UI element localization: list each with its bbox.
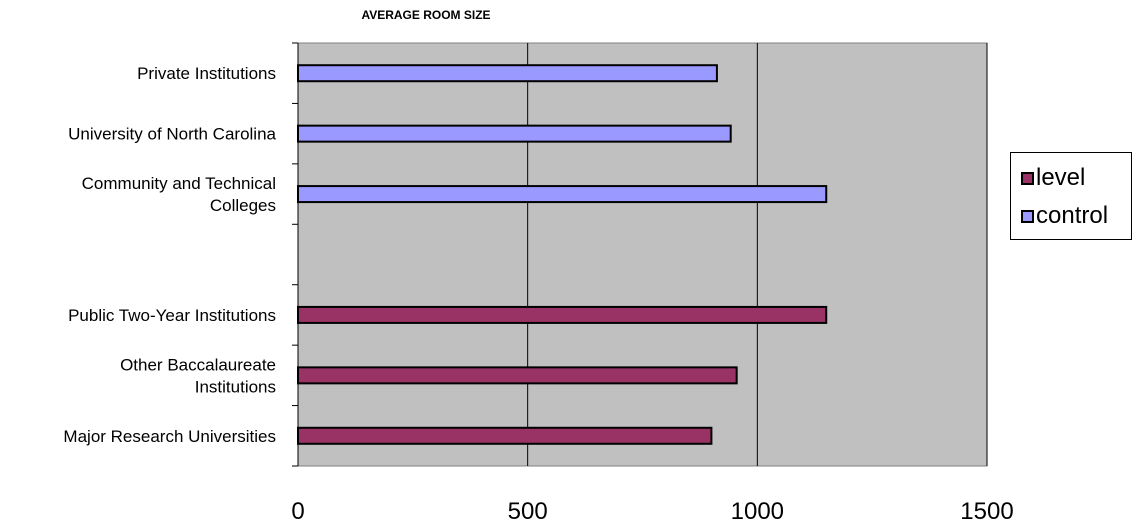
bar-control	[297, 185, 828, 204]
category-label: University of North Carolina	[68, 125, 276, 144]
category-label: Community and Technical Colleges	[82, 174, 276, 215]
category-label-line: Public Two-Year Institutions	[68, 306, 276, 325]
category-label-line: Private Institutions	[137, 64, 276, 83]
category-label-line: Community and Technical	[82, 174, 276, 193]
category-label: Public Two-Year Institutions	[68, 306, 276, 325]
legend-item-control: control	[1021, 201, 1108, 231]
legend-swatch-level	[1021, 171, 1034, 185]
category-label-line: Institutions	[195, 377, 276, 396]
category-label: Private Institutions	[137, 64, 276, 83]
bar-level	[297, 305, 828, 324]
bar-level	[297, 366, 738, 385]
bar-control	[297, 64, 718, 83]
legend: level control	[1010, 152, 1132, 240]
bar-control	[297, 124, 732, 143]
x-tick-label: 1500	[960, 498, 1013, 525]
legend-swatch-control	[1021, 209, 1034, 223]
category-label-line: Other Baccalaureate	[120, 355, 276, 374]
x-tick-label: 0	[291, 498, 304, 525]
x-tick-label: 500	[508, 498, 548, 525]
category-label: Other Baccalaureate Institutions	[120, 355, 276, 396]
bar-level	[297, 426, 713, 445]
category-label-line: University of North Carolina	[68, 125, 276, 144]
legend-label-control: control	[1036, 202, 1109, 229]
legend-label-level: level	[1036, 164, 1086, 191]
category-label-line: Major Research Universities	[63, 427, 276, 446]
x-tick-label: 1000	[731, 498, 784, 525]
chart-title: AVERAGE ROOM SIZE	[361, 8, 490, 22]
category-label-line: Colleges	[210, 196, 276, 215]
legend-item-level: level	[1021, 163, 1085, 193]
plot-area	[297, 42, 988, 467]
category-label: Major Research Universities	[63, 427, 276, 446]
